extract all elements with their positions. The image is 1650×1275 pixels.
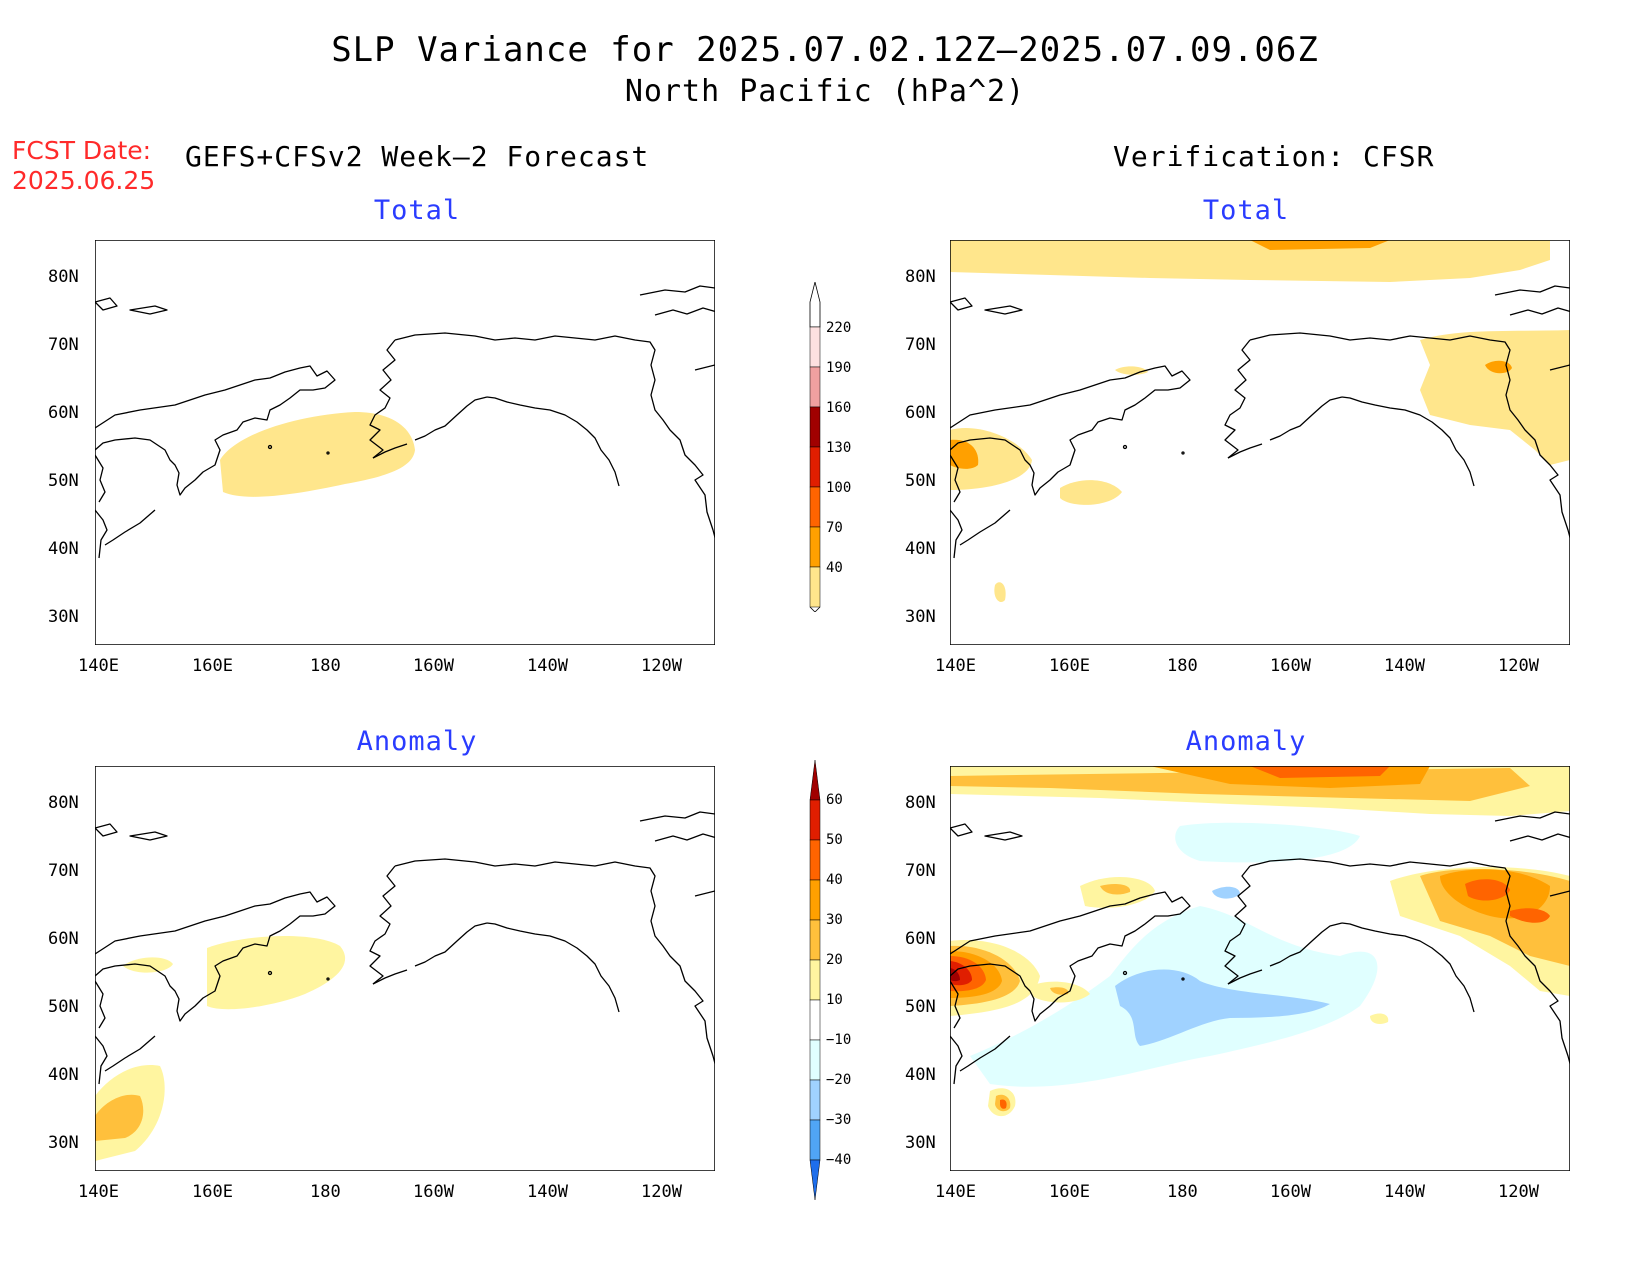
colorbar-level: −10 <box>826 1032 852 1048</box>
lon-label: 160W <box>1270 656 1311 676</box>
fcst-date-block: FCST Date: 2025.06.25 <box>12 136 155 196</box>
lat-label: 30N <box>905 1133 936 1153</box>
fcst-date-value: 2025.06.25 <box>12 166 156 195</box>
lat-label: 80N <box>48 793 79 813</box>
main-subtitle: North Pacific (hPa^2) <box>624 74 1026 109</box>
lon-label: 140W <box>527 656 568 676</box>
colorbar-level: −30 <box>826 1112 852 1128</box>
colorbar-level: 30 <box>826 912 843 928</box>
lat-label: 60N <box>905 929 936 949</box>
lat-label: 30N <box>905 607 936 627</box>
lon-label: 160W <box>413 1182 454 1202</box>
lat-label: 80N <box>905 267 936 287</box>
lat-label: 30N <box>48 1133 79 1153</box>
colorbar-level: 10 <box>826 992 843 1008</box>
lon-label: 180 <box>1167 1182 1198 1202</box>
lat-label: 80N <box>905 793 936 813</box>
lon-label: 140E <box>935 656 976 676</box>
lat-label: 70N <box>48 861 79 881</box>
lon-label: 120W <box>641 1182 682 1202</box>
lon-label: 140E <box>78 1182 119 1202</box>
colorbar-level: 40 <box>826 560 843 576</box>
lon-label: 140E <box>78 656 119 676</box>
lon-label: 180 <box>310 1182 341 1202</box>
lon-label: 140W <box>1384 656 1425 676</box>
lon-label: 160E <box>192 656 233 676</box>
colorbar-level: 40 <box>826 872 843 888</box>
colorbar-level: 130 <box>826 440 852 456</box>
lat-label: 60N <box>48 929 79 949</box>
contour-40-70 <box>220 412 415 497</box>
lat-label: 40N <box>48 539 79 559</box>
lat-label: 50N <box>905 471 936 491</box>
lon-label: 160E <box>1049 1182 1090 1202</box>
colorbar-level: 20 <box>826 952 843 968</box>
lat-label: 40N <box>905 1065 936 1085</box>
colorbar-level: 60 <box>826 792 843 808</box>
lat-label: 30N <box>48 607 79 627</box>
colorbar-level: 70 <box>826 520 843 536</box>
lon-label: 160W <box>413 656 454 676</box>
colorbar-level: 190 <box>826 360 852 376</box>
colorbar-level: 220 <box>826 320 852 336</box>
lat-label: 80N <box>48 267 79 287</box>
lat-label: 40N <box>905 539 936 559</box>
lon-label: 180 <box>310 656 341 676</box>
lat-label: 40N <box>48 1065 79 1085</box>
map-verification-total <box>950 240 1570 645</box>
lat-label: 60N <box>905 403 936 423</box>
panel-title-verification-total: Total <box>1202 195 1290 226</box>
lon-label: 140E <box>935 1182 976 1202</box>
map-forecast-total <box>95 240 715 645</box>
colorbar-level: −40 <box>826 1152 852 1168</box>
main-title: SLP Variance for 2025.07.02.12Z–2025.07.… <box>331 30 1319 70</box>
map-forecast-anomaly <box>95 766 715 1171</box>
lat-label: 70N <box>905 335 936 355</box>
lon-label: 120W <box>1498 656 1539 676</box>
colorbar-level: −20 <box>826 1072 852 1088</box>
total-colorbar <box>809 282 821 612</box>
colorbar-level: 50 <box>826 832 843 848</box>
lat-label: 50N <box>905 997 936 1017</box>
fcst-date-label: FCST Date: <box>12 136 152 165</box>
panel-title-forecast-total: Total <box>373 195 461 226</box>
lon-label: 160E <box>192 1182 233 1202</box>
lat-label: 70N <box>48 335 79 355</box>
lon-label: 180 <box>1167 656 1198 676</box>
forecast-header: GEFS+CFSv2 Week–2 Forecast <box>185 140 650 173</box>
panel-title-verification-anomaly: Anomaly <box>1185 726 1307 757</box>
lat-label: 50N <box>48 471 79 491</box>
verification-header: Verification: CFSR <box>1113 140 1435 173</box>
anomaly-colorbar <box>809 760 821 1201</box>
panel-title-forecast-anomaly: Anomaly <box>356 726 478 757</box>
lat-label: 70N <box>905 861 936 881</box>
lon-label: 160E <box>1049 656 1090 676</box>
contour-top-band <box>950 240 1550 282</box>
lon-label: 160W <box>1270 1182 1311 1202</box>
lon-label: 140W <box>1384 1182 1425 1202</box>
lon-label: 140W <box>527 1182 568 1202</box>
colorbar-level: 160 <box>826 400 852 416</box>
lat-label: 50N <box>48 997 79 1017</box>
lat-label: 60N <box>48 403 79 423</box>
lon-label: 120W <box>1498 1182 1539 1202</box>
lon-label: 120W <box>641 656 682 676</box>
colorbar-level: 100 <box>826 480 852 496</box>
map-verification-anomaly <box>950 766 1570 1171</box>
